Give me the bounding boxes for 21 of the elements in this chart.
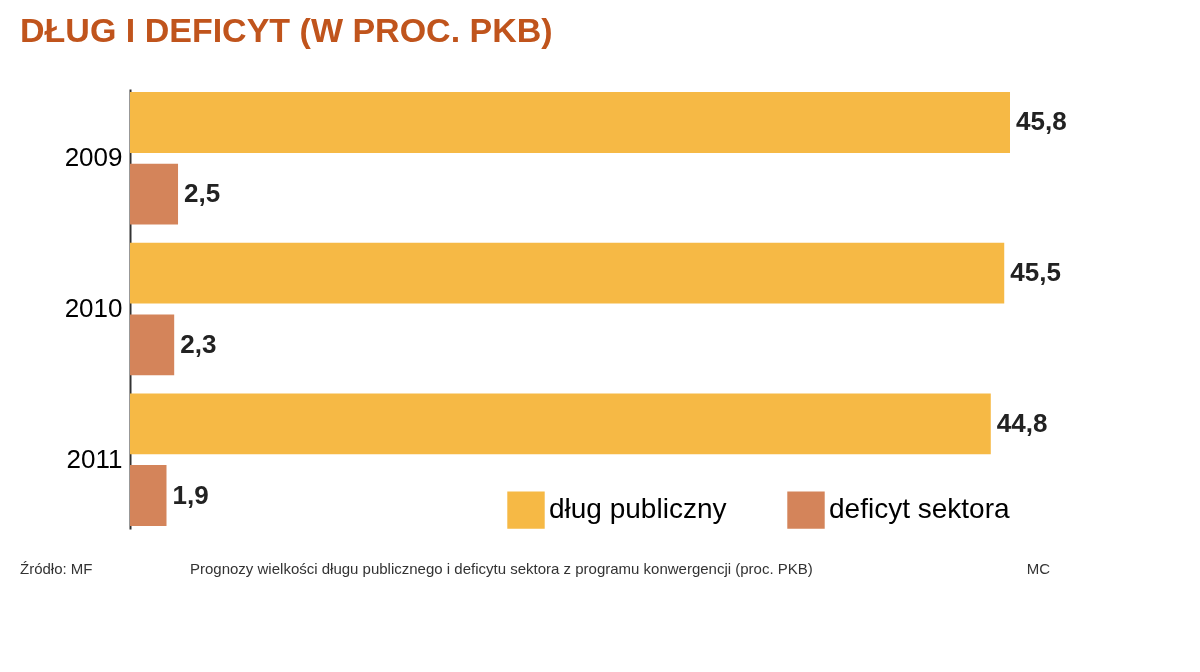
y-tick-label: 2010: [64, 293, 123, 323]
data-label: 2,3: [180, 328, 217, 359]
y-tick-label: 2011: [66, 443, 123, 474]
text: MC: [1026, 560, 1051, 577]
y-tick-label: 2009: [64, 142, 123, 173]
data-label: 45,8: [1016, 106, 1067, 137]
data-label: 2,5: [184, 178, 221, 209]
data-label: 1,9: [172, 479, 209, 510]
bar: [130, 163, 179, 225]
chart-title: DŁUG I DEFICYT (W PROC. PKB): [20, 11, 553, 49]
bar: [130, 465, 167, 526]
bar: [130, 314, 175, 376]
bar: [130, 242, 1005, 304]
data-label: 44,8: [996, 407, 1048, 438]
text: Prognozy wielkości długu publicznego i deficytu sektora z programu konwergencji (proc. PKB): [190, 560, 813, 577]
text: Źródło: MF: [20, 560, 93, 577]
legend-label: deficyt sektora: [829, 493, 1010, 525]
bar: [130, 393, 991, 455]
data-label: 45,5: [1010, 257, 1061, 288]
bar: [130, 92, 1010, 153]
legend-label: dług publiczny: [549, 493, 727, 525]
